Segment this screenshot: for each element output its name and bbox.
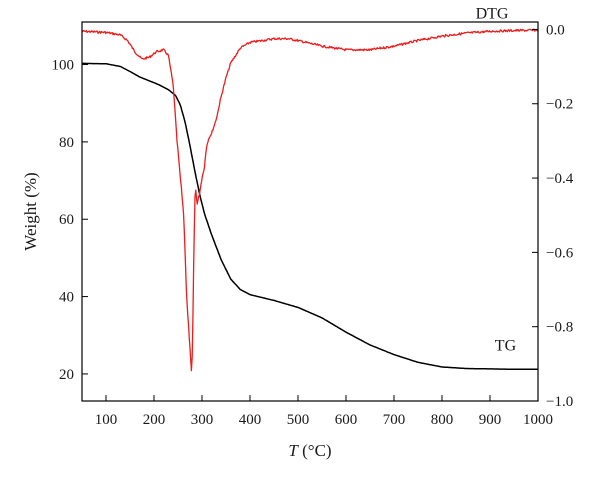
x-axis-title: T (°C)	[288, 441, 331, 460]
x-tick-label: 800	[431, 412, 454, 428]
y-right-tick-label: −0.6	[546, 245, 574, 261]
x-axis-title-unit: (°C)	[298, 441, 332, 460]
series-layer	[82, 28, 538, 372]
label-layer: 100 200 300 400 500 600 700 800 900 1000 20 40 60 80 1…	[21, 5, 574, 460]
y-right-tick-label: −0.4	[546, 171, 574, 187]
x-tick-label: 100	[95, 412, 118, 428]
series-line-tg	[82, 62, 538, 371]
y-left-tick-label: 40	[59, 290, 74, 306]
y-left-tick-label: 100	[52, 58, 75, 74]
x-tick-label: 600	[335, 412, 358, 428]
tick-layer	[82, 28, 539, 402]
y-left-tick-label: 80	[59, 135, 74, 151]
x-tick-label: 500	[287, 412, 310, 428]
x-tick-label: 1000	[523, 412, 553, 428]
y-right-tick-label: −1.0	[546, 394, 573, 410]
x-tick-label: 400	[239, 412, 262, 428]
y-right-tick-label: −0.2	[546, 97, 573, 113]
y-left-tick-label: 20	[59, 367, 74, 383]
x-tick-label: 900	[479, 412, 502, 428]
y-right-tick-label: −0.8	[546, 320, 573, 336]
x-tick-label: 700	[383, 412, 406, 428]
y-right-tick-label: 0.0	[546, 22, 565, 38]
plot-frame	[81, 21, 539, 402]
series-label-tg: TG	[495, 338, 517, 355]
x-tick-label: 300	[191, 412, 214, 428]
y-left-tick-label: 60	[59, 212, 74, 228]
x-tick-label: 200	[143, 412, 166, 428]
x-axis-title-variable: T	[288, 441, 299, 460]
series-label-dtg: DTG	[476, 5, 509, 22]
series-line-dtg	[82, 28, 538, 372]
y-axis-title: Weight (%)	[21, 172, 40, 250]
